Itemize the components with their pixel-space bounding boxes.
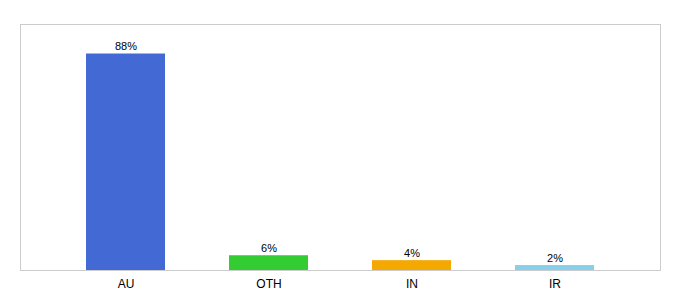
svg-text:AU: AU [118,277,135,291]
svg-text:IR: IR [549,277,561,291]
svg-text:IN: IN [406,277,418,291]
svg-text:6%: 6% [261,242,277,254]
svg-text:2%: 2% [547,252,563,264]
svg-text:4%: 4% [404,247,420,259]
svg-text:OTH: OTH [256,277,281,291]
svg-text:88%: 88% [115,40,137,52]
